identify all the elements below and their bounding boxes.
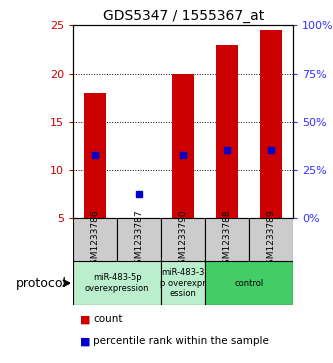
Bar [205, 218, 249, 261]
Bar [205, 261, 293, 305]
Text: ■: ■ [80, 336, 91, 346]
Bar [216, 45, 238, 218]
Bar [84, 93, 106, 218]
Text: control: control [234, 279, 264, 287]
Text: GSM1233789: GSM1233789 [266, 209, 276, 270]
Title: GDS5347 / 1555367_at: GDS5347 / 1555367_at [103, 9, 264, 23]
Text: GSM1233786: GSM1233786 [91, 209, 100, 270]
Text: GSM1233787: GSM1233787 [135, 209, 144, 270]
Text: count: count [93, 314, 123, 325]
Text: percentile rank within the sample: percentile rank within the sample [93, 336, 269, 346]
Bar [73, 261, 161, 305]
Text: GSM1233788: GSM1233788 [222, 209, 232, 270]
Bar [161, 218, 205, 261]
Bar [172, 73, 194, 218]
Bar [73, 218, 117, 261]
Text: miR-483-5p
overexpression: miR-483-5p overexpression [85, 273, 150, 293]
Bar [249, 218, 293, 261]
Text: protocol: protocol [16, 277, 67, 290]
Text: GSM1233790: GSM1233790 [178, 209, 188, 270]
Bar [260, 30, 282, 218]
Bar [117, 218, 161, 261]
Text: ■: ■ [80, 314, 91, 325]
Text: miR-483-3
p overexpr
ession: miR-483-3 p overexpr ession [160, 268, 206, 298]
Bar [161, 261, 205, 305]
